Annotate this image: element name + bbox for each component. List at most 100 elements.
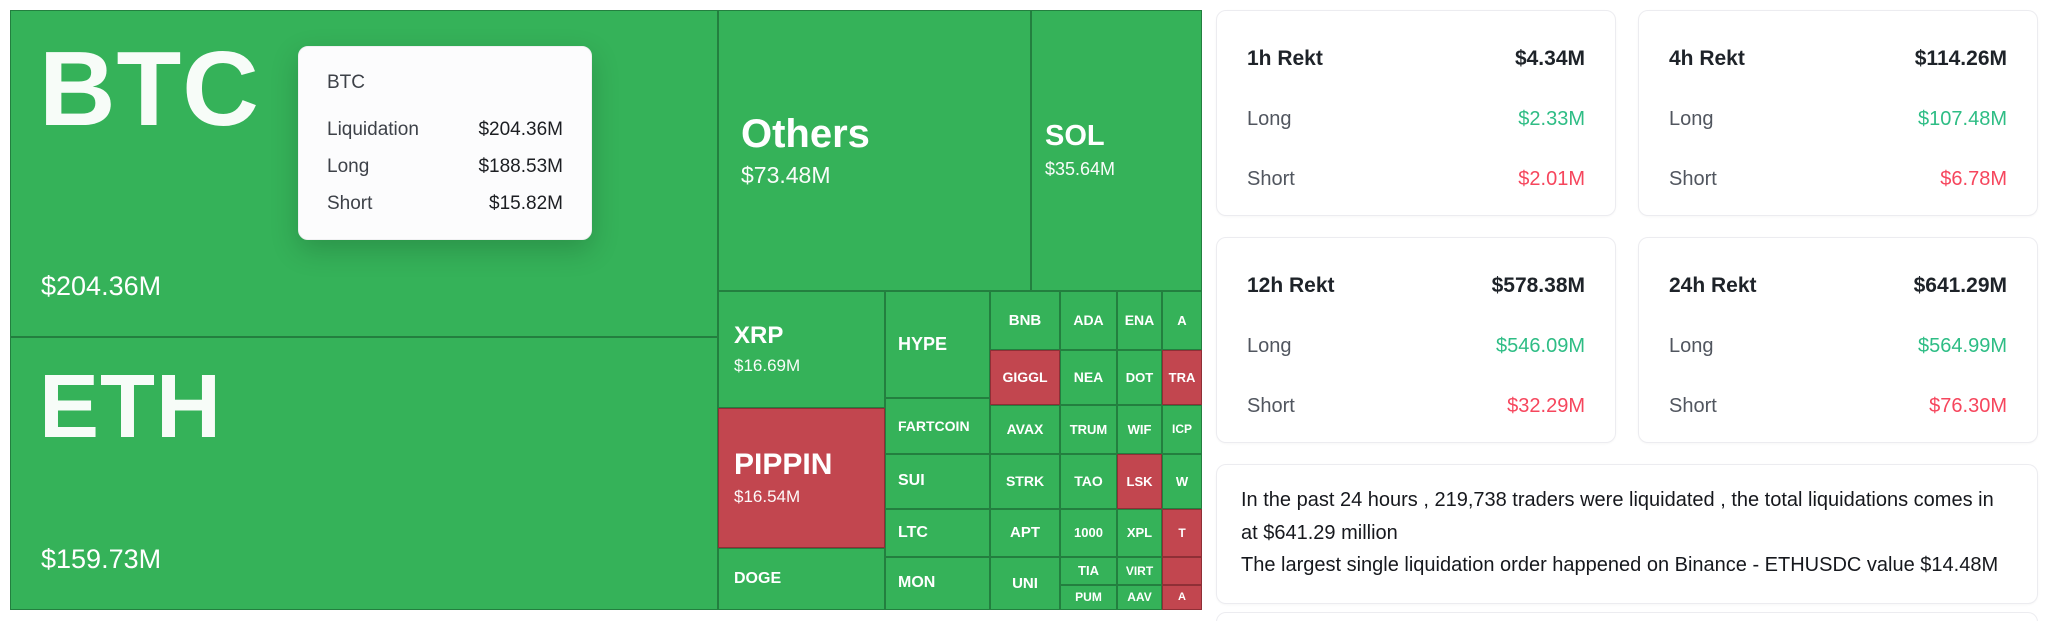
- cell-symbol: ETH: [39, 357, 222, 457]
- treemap-cell-1000[interactable]: 1000: [1060, 509, 1117, 557]
- treemap-cell-bnb[interactable]: BNB: [990, 291, 1060, 350]
- card-title-row: 1h Rekt $4.34M: [1247, 47, 1585, 71]
- treemap-cell-ena[interactable]: ENA: [1117, 291, 1162, 350]
- card-title: 12h Rekt: [1247, 274, 1335, 297]
- cell-value: $35.64M: [1045, 158, 1116, 179]
- cell-symbol: TRUM: [1069, 421, 1108, 437]
- cell-symbol: LTC: [898, 523, 928, 541]
- card-title-row: 24h Rekt $641.29M: [1669, 274, 2007, 298]
- short-value: $32.29M: [1507, 395, 1585, 417]
- cell-symbol: DOT: [1125, 369, 1154, 385]
- cell-symbol: DOGE: [734, 569, 782, 587]
- long-value: $2.33M: [1518, 108, 1585, 130]
- short-label: Short: [1669, 168, 1717, 190]
- treemap-cell-ltc[interactable]: LTC: [885, 509, 990, 557]
- card-title: 1h Rekt: [1247, 47, 1323, 70]
- cell-symbol: 1000: [1074, 525, 1103, 541]
- long-label: Long: [1669, 108, 1714, 130]
- cell-symbol: APT: [1010, 524, 1040, 542]
- tooltip-label: Long: [327, 156, 370, 177]
- treemap-cell-a[interactable]: A: [1162, 585, 1202, 610]
- long-label: Long: [1247, 335, 1292, 357]
- short-value: $6.78M: [1940, 168, 2007, 190]
- tooltip-row-short: Short $15.82M: [327, 193, 563, 215]
- treemap-cell-tia[interactable]: TIA: [1060, 557, 1117, 585]
- long-value: $564.99M: [1918, 335, 2007, 357]
- cell-symbol: T: [1178, 525, 1186, 540]
- treemap-cell-avax[interactable]: AVAX: [990, 405, 1060, 454]
- cell-symbol: TIA: [1078, 563, 1099, 579]
- cell-symbol: ENA: [1124, 312, 1155, 329]
- tooltip-label: Liquidation: [327, 119, 419, 140]
- cell-symbol: SOL: [1045, 120, 1105, 153]
- stat-card-24h-rekt: 24h Rekt $641.29M Long $564.99M Short $7…: [1638, 237, 2038, 443]
- treemap-cell-w[interactable]: W: [1162, 454, 1202, 509]
- short-label: Short: [1247, 395, 1295, 417]
- treemap-cell-sui[interactable]: SUI: [885, 454, 990, 509]
- cell-symbol: PUM: [1075, 590, 1102, 605]
- treemap-cell-37[interactable]: [1162, 557, 1202, 585]
- treemap-cell-tra[interactable]: TRA: [1162, 350, 1202, 405]
- cell-symbol: BNB: [1008, 311, 1042, 329]
- treemap-cell-sol[interactable]: SOL $35.64M: [1031, 10, 1202, 291]
- cell-symbol: NEA: [1073, 369, 1104, 386]
- treemap-cell-others[interactable]: Others $73.48M: [718, 10, 1031, 291]
- stat-card-1h-rekt: 1h Rekt $4.34M Long $2.33M Short $2.01M: [1216, 10, 1616, 216]
- treemap-cell-xpl[interactable]: XPL: [1117, 509, 1162, 557]
- card-long-row: Long $2.33M: [1247, 107, 1585, 131]
- card-long-row: Long $564.99M: [1669, 334, 2007, 358]
- treemap-cell-trum[interactable]: TRUM: [1060, 405, 1117, 454]
- treemap-cell-strk[interactable]: STRK: [990, 454, 1060, 509]
- treemap-cell-t[interactable]: T: [1162, 509, 1202, 557]
- treemap-cell-aav[interactable]: AAV: [1117, 585, 1162, 610]
- treemap-tooltip: BTC Liquidation $204.36M Long $188.53M S…: [298, 46, 592, 240]
- treemap-cell-tao[interactable]: TAO: [1060, 454, 1117, 509]
- treemap-cell-fartcoin[interactable]: FARTCOIN: [885, 398, 990, 454]
- treemap-cell-wif[interactable]: WIF: [1117, 405, 1162, 454]
- cell-symbol: LSK: [1126, 473, 1153, 489]
- cell-value: $204.36M: [41, 271, 162, 301]
- liquidation-treemap: BTC $204.36M ETH $159.73M Others $73.48M SOL $3…: [10, 10, 1202, 610]
- cell-value: $16.54M: [734, 487, 801, 507]
- cell-symbol: BTC: [39, 30, 260, 148]
- treemap-cell-virt[interactable]: VIRT: [1117, 557, 1162, 585]
- treemap-cell-a[interactable]: A: [1162, 291, 1202, 350]
- treemap-cell-doge[interactable]: DOGE: [718, 548, 885, 610]
- treemap-cell-ada[interactable]: ADA: [1060, 291, 1117, 350]
- treemap-cell-giggl[interactable]: GIGGL: [990, 350, 1060, 405]
- cell-symbol: STRK: [1005, 473, 1045, 490]
- tooltip-value: $188.53M: [478, 156, 563, 177]
- treemap-cell-icp[interactable]: ICP: [1162, 405, 1202, 454]
- treemap-cell-dot[interactable]: DOT: [1117, 350, 1162, 405]
- treemap-cell-eth[interactable]: ETH $159.73M: [10, 337, 718, 610]
- cell-symbol: FARTCOIN: [898, 417, 970, 434]
- card-short-row: Short $76.30M: [1669, 394, 2007, 418]
- short-label: Short: [1669, 395, 1717, 417]
- long-value: $546.09M: [1496, 335, 1585, 357]
- card-short-row: Short $32.29M: [1247, 394, 1585, 418]
- treemap-cell-apt[interactable]: APT: [990, 509, 1060, 557]
- cell-symbol: GIGGL: [1002, 369, 1048, 386]
- cell-symbol: XRP: [734, 322, 784, 350]
- card-short-row: Short $2.01M: [1247, 167, 1585, 191]
- long-label: Long: [1669, 335, 1714, 357]
- treemap-cell-uni[interactable]: UNI: [990, 557, 1060, 610]
- tooltip-row-long: Long $188.53M: [327, 156, 563, 178]
- short-label: Short: [1247, 168, 1295, 190]
- summary-line-1: In the past 24 hours , 219,738 traders w…: [1241, 489, 1994, 511]
- cell-symbol: VIRT: [1125, 563, 1154, 578]
- cell-symbol: W: [1175, 473, 1189, 489]
- treemap-cell-mon[interactable]: MON: [885, 557, 990, 610]
- treemap-cell-pippin[interactable]: PIPPIN $16.54M: [718, 408, 885, 548]
- treemap-cell-xrp[interactable]: XRP $16.69M: [718, 291, 885, 408]
- long-label: Long: [1247, 108, 1292, 130]
- treemap-cell-hype[interactable]: HYPE: [885, 291, 990, 398]
- treemap-cell-pum[interactable]: PUM: [1060, 585, 1117, 610]
- card-total-value: $4.34M: [1514, 47, 1585, 70]
- long-value: $107.48M: [1918, 108, 2007, 130]
- treemap-cell-lsk[interactable]: LSK: [1117, 454, 1162, 509]
- stat-card-12h-rekt: 12h Rekt $578.38M Long $546.09M Short $3…: [1216, 237, 1616, 443]
- cell-symbol: HYPE: [898, 334, 948, 355]
- treemap-cell-nea[interactable]: NEA: [1060, 350, 1117, 405]
